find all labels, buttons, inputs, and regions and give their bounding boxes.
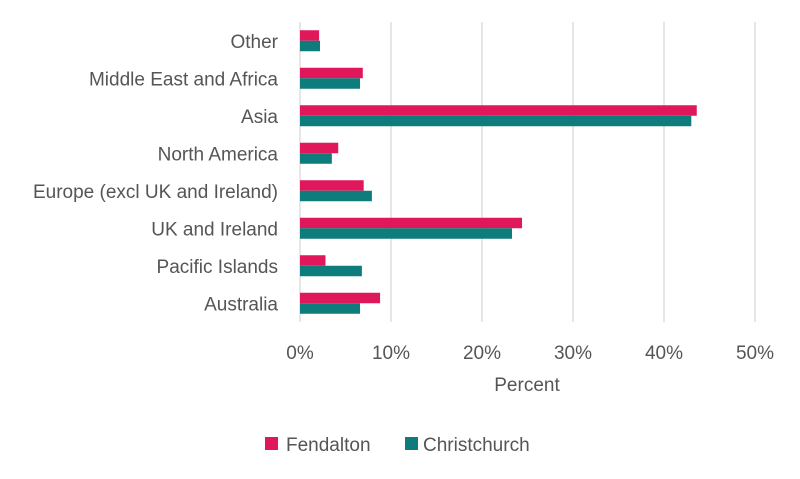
category-label: Middle East and Africa <box>89 69 278 90</box>
legend-label-fendalton: Fendalton <box>286 435 371 456</box>
bar-fendalton-7 <box>300 30 320 41</box>
gridlines <box>299 22 756 322</box>
bars <box>300 30 697 314</box>
x-tick-label: 10% <box>372 343 410 364</box>
bar-christchurch-0 <box>300 303 361 314</box>
legend: Fendalton Christchurch <box>265 435 530 456</box>
bar-fendalton-0 <box>300 292 381 304</box>
bar-christchurch-7 <box>300 40 321 52</box>
bar-fendalton-1 <box>300 255 326 266</box>
bar-christchurch-6 <box>300 78 361 89</box>
x-tick-label: 30% <box>554 343 592 364</box>
bar-christchurch-3 <box>300 190 372 202</box>
bar-christchurch-1 <box>300 265 362 277</box>
bar-christchurch-5 <box>300 115 692 127</box>
x-tick-label: 20% <box>463 343 501 364</box>
category-label: Pacific Islands <box>157 257 278 278</box>
category-labels: Australia Pacific Islands UK and Ireland Eu… <box>33 32 279 316</box>
category-label: Europe (excl UK and Ireland) <box>33 182 278 203</box>
category-label: Other <box>230 32 278 53</box>
category-label: Asia <box>241 107 278 128</box>
x-tick-label: 0% <box>286 343 314 364</box>
bar-fendalton-2 <box>300 217 523 229</box>
legend-label-christchurch: Christchurch <box>423 435 530 456</box>
category-label: North America <box>158 144 279 165</box>
category-label: UK and Ireland <box>151 219 278 240</box>
bar-fendalton-4 <box>300 142 339 154</box>
bar-christchurch-2 <box>300 228 513 239</box>
x-axis-title: Percent <box>494 375 560 396</box>
bar-fendalton-3 <box>300 180 364 191</box>
bar-christchurch-4 <box>300 153 332 164</box>
legend-swatch-fendalton <box>265 437 278 450</box>
legend-swatch-christchurch <box>405 437 418 450</box>
bar-fendalton-5 <box>300 105 697 116</box>
x-tick-labels: 0% 10% 20% 30% 40% 50% <box>286 343 774 364</box>
x-tick-label: 50% <box>736 343 774 364</box>
category-label: Australia <box>204 294 278 315</box>
x-tick-label: 40% <box>645 343 683 364</box>
bar-fendalton-6 <box>300 67 363 79</box>
